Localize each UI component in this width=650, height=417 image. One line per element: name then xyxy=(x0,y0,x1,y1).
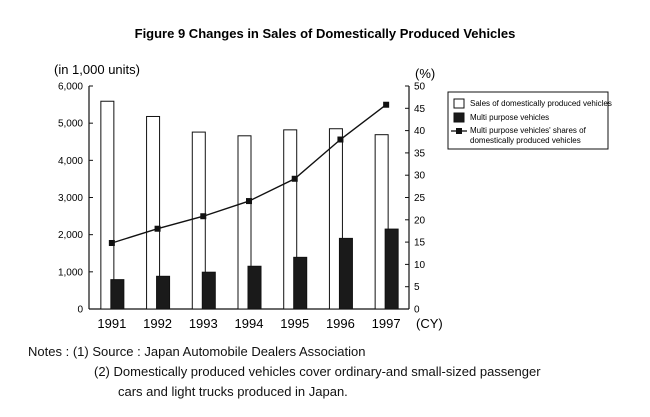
x-axis-unit: (CY) xyxy=(416,316,443,331)
legend-box xyxy=(447,91,609,150)
y2-tick-label: 5 xyxy=(414,282,420,293)
bar-multi-purpose xyxy=(110,279,125,310)
legend-label-share-line2: domestically produced vehicles xyxy=(470,136,581,145)
note-text: Domestically produced vehicles cover ord… xyxy=(113,364,541,379)
legend-label-share-line1: Multi purpose vehicles' shares of xyxy=(470,126,587,135)
legend-marker-share xyxy=(456,128,462,134)
note-number: (1) xyxy=(72,344,89,359)
share-point xyxy=(383,101,390,108)
y-tick-label: 3,000 xyxy=(58,193,83,204)
share-point xyxy=(337,136,344,143)
x-tick-label: 1993 xyxy=(189,316,218,331)
left-axis-unit: (in 1,000 units) xyxy=(54,62,140,77)
y2-tick-label: 20 xyxy=(414,215,426,226)
y-tick-label: 5,000 xyxy=(58,119,83,130)
share-point xyxy=(246,198,252,205)
bar-multi-purpose xyxy=(247,265,262,310)
y2-tick-label: 10 xyxy=(414,260,426,271)
y-tick-label: 4,000 xyxy=(58,156,83,167)
y2-tick-label: 45 xyxy=(414,104,426,115)
legend-label-multi: Multi purpose vehicles xyxy=(470,113,549,122)
notes-label: Notes : xyxy=(28,344,70,359)
y2-tick-label: 30 xyxy=(414,171,426,182)
note-number: (2) xyxy=(94,364,110,379)
notes: Notes : (1) Source : Japan Automobile De… xyxy=(28,342,541,402)
share-point xyxy=(291,175,298,182)
x-tick-label: 1995 xyxy=(280,316,309,331)
bar-domestic-sales xyxy=(146,115,161,310)
y-tick-label: 6,000 xyxy=(58,82,83,93)
bar-multi-purpose xyxy=(384,228,399,310)
bar-domestic-sales xyxy=(100,100,115,310)
y-tick-label: 1,000 xyxy=(58,267,83,278)
y2-tick-label: 35 xyxy=(414,148,426,159)
share-point xyxy=(200,213,207,220)
right-axis-unit: (%) xyxy=(415,66,435,81)
bar-domestic-sales xyxy=(237,135,252,310)
bar-multi-purpose xyxy=(201,271,216,310)
y2-tick-label: 15 xyxy=(414,238,426,249)
share-point xyxy=(108,239,115,246)
bar-multi-purpose xyxy=(293,256,308,310)
y-tick-label: 0 xyxy=(77,305,83,316)
share-point xyxy=(154,225,161,232)
x-tick-label: 1996 xyxy=(326,316,355,331)
y2-tick-label: 40 xyxy=(414,126,426,137)
note-text-continuation: cars and light trucks produced in Japan. xyxy=(118,384,348,399)
note-text: Source : Japan Automobile Dealers Associ… xyxy=(92,344,366,359)
legend-label-domestic: Sales of domestically produced vehicles xyxy=(470,99,612,108)
x-tick-label: 1997 xyxy=(372,316,401,331)
y2-tick-label: 25 xyxy=(414,193,426,204)
x-tick-label: 1991 xyxy=(97,316,126,331)
x-tick-label: 1992 xyxy=(143,316,172,331)
y2-tick-label: 50 xyxy=(414,82,426,93)
bar-multi-purpose xyxy=(338,237,353,310)
bar-domestic-sales xyxy=(191,131,206,310)
bar-multi-purpose xyxy=(156,275,171,310)
y2-tick-label: 0 xyxy=(414,305,420,316)
legend-swatch-multi xyxy=(453,112,465,123)
x-tick-label: 1994 xyxy=(235,316,264,331)
y-tick-label: 2,000 xyxy=(58,230,83,241)
legend: Sales of domestically produced vehicles M… xyxy=(447,91,612,150)
chart-title: Figure 9 Changes in Sales of Domesticall… xyxy=(135,26,516,41)
legend-swatch-domestic xyxy=(453,98,465,109)
